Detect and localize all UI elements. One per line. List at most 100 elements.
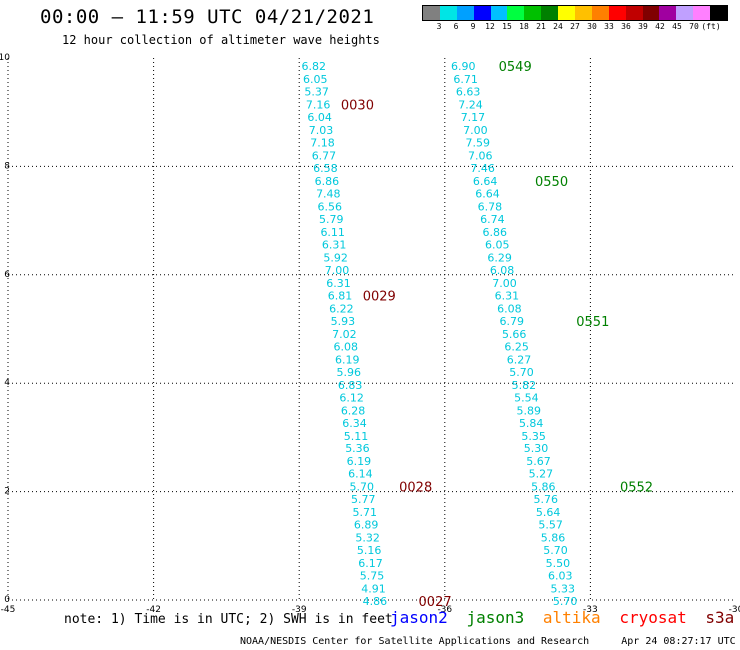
axis-ticks: -45 -42 -39 -36 -33 -30 0 2 4 6 8 10	[0, 53, 740, 615]
swh-value: 5.33	[550, 583, 575, 596]
swh-value: 5.50	[546, 557, 571, 570]
swh-value: 5.30	[524, 442, 549, 455]
swh-value: 6.08	[497, 302, 522, 315]
time-label: 0027	[419, 595, 452, 610]
swh-value: 7.17	[461, 111, 486, 124]
swh-value: 7.03	[309, 124, 334, 137]
swh-value: 5.64	[536, 506, 561, 519]
swh-value: 6.29	[487, 251, 512, 264]
swh-value: 6.71	[453, 73, 478, 86]
legend-label: 6	[453, 22, 459, 31]
swh-value: 6.56	[318, 201, 343, 214]
units-note: note: 1) Time is in UTC; 2) SWH is in fe…	[64, 612, 393, 627]
legend-swatch	[423, 6, 440, 20]
legend-label: 45	[672, 22, 682, 31]
swh-value: 5.79	[319, 213, 344, 226]
time-label: 0551	[576, 315, 609, 330]
swh-value: 5.27	[529, 468, 554, 481]
swh-value: 5.89	[517, 404, 542, 417]
swh-value: 6.89	[354, 519, 379, 532]
x-tick-label: -45	[1, 605, 16, 615]
swh-value: 5.93	[331, 315, 356, 328]
x-tick-label: -39	[292, 605, 307, 615]
x-tick-label: -30	[729, 605, 740, 615]
y-tick-label: 8	[4, 161, 10, 171]
swh-value: 5.86	[531, 481, 556, 494]
swh-value: 5.84	[519, 417, 544, 430]
legend-label: 24	[553, 22, 563, 31]
swh-value: 6.12	[339, 391, 364, 404]
swh-value: 6.08	[490, 264, 515, 277]
swh-value: 5.75	[360, 570, 385, 583]
legend-label: 12	[485, 22, 495, 31]
time-label: 0549	[499, 60, 532, 75]
legend-swatch	[676, 6, 694, 20]
swh-value: 6.31	[326, 277, 351, 290]
legend-label: 36	[621, 22, 631, 31]
swh-value: 6.31	[495, 289, 520, 302]
footer: NOAA/NESDIS Center for Satellite Applica…	[240, 636, 740, 647]
swh-value: 6.19	[347, 455, 372, 468]
y-tick-label: 0	[4, 595, 10, 605]
legend-swatch	[710, 6, 728, 20]
legend-label: 30	[587, 22, 597, 31]
legend-swatch	[456, 6, 474, 20]
legend-swatch	[507, 6, 525, 20]
map-title: 00:00 – 11:59 UTC 04/21/2021	[40, 6, 375, 28]
swh-value: 6.03	[548, 570, 573, 583]
swh-value: 5.70	[553, 595, 578, 608]
swh-value: 7.24	[458, 99, 483, 112]
legend-swatch	[608, 6, 626, 20]
legend-label: (ft)	[701, 22, 721, 31]
swh-value: 6.86	[483, 226, 508, 239]
swh-value: 6.64	[473, 175, 498, 188]
legend-swatch	[625, 6, 643, 20]
legend-label: 9	[470, 22, 476, 31]
legend-swatch	[490, 6, 508, 20]
color-scale-legend: 3 6 9 12 15 18 21 24 27 30 33 36 39 42 45 70 (ft)	[422, 5, 728, 33]
swh-value: 6.05	[485, 238, 510, 251]
swh-value: 5.57	[538, 519, 563, 532]
legend-swatch	[575, 6, 592, 20]
swh-value: 6.77	[312, 150, 337, 163]
swh-value: 6.25	[504, 340, 529, 353]
sat-altika: altika	[542, 608, 601, 627]
swh-value: 6.04	[307, 111, 332, 124]
swh-value: 6.08	[334, 340, 359, 353]
swh-value: 6.81	[328, 289, 353, 302]
swh-value: 6.63	[456, 86, 481, 99]
legend-label: 3	[436, 22, 442, 31]
swh-value: 7.06	[468, 150, 493, 163]
wave-height-marks: 6.826.055.377.166.047.037.186.776.586.86…	[302, 60, 654, 610]
swh-value: 6.64	[475, 188, 500, 201]
swh-value: 6.31	[322, 238, 347, 251]
swh-value: 5.16	[357, 544, 382, 557]
legend-label: 39	[638, 22, 648, 31]
swh-value: 7.00	[492, 277, 517, 290]
plot-frame	[7, 58, 736, 601]
y-tick-label: 6	[4, 270, 10, 280]
swh-value: 6.17	[358, 557, 383, 570]
swh-value: 7.16	[306, 99, 331, 112]
swh-value: 5.86	[541, 532, 566, 545]
legend-label: 33	[604, 22, 614, 31]
legend-label: 18	[519, 22, 529, 31]
swh-value: 5.82	[512, 379, 537, 392]
swh-value: 6.83	[338, 379, 363, 392]
swh-value: 6.05	[303, 73, 328, 86]
swh-value: 6.58	[313, 162, 338, 175]
grid-lines	[8, 58, 736, 600]
legend-label: 15	[502, 22, 512, 31]
time-label: 0028	[399, 481, 432, 496]
swh-value: 6.11	[320, 226, 345, 239]
swh-value: 6.19	[335, 353, 360, 366]
legend-label: 42	[655, 22, 665, 31]
legend-swatch	[693, 6, 711, 20]
swh-value: 5.70	[350, 481, 375, 494]
legend-label: 21	[536, 22, 546, 31]
legend-label: 70	[689, 22, 699, 31]
swh-value: 5.76	[533, 493, 558, 506]
y-tick-label: 2	[4, 487, 10, 497]
y-tick-label: 4	[4, 378, 10, 388]
